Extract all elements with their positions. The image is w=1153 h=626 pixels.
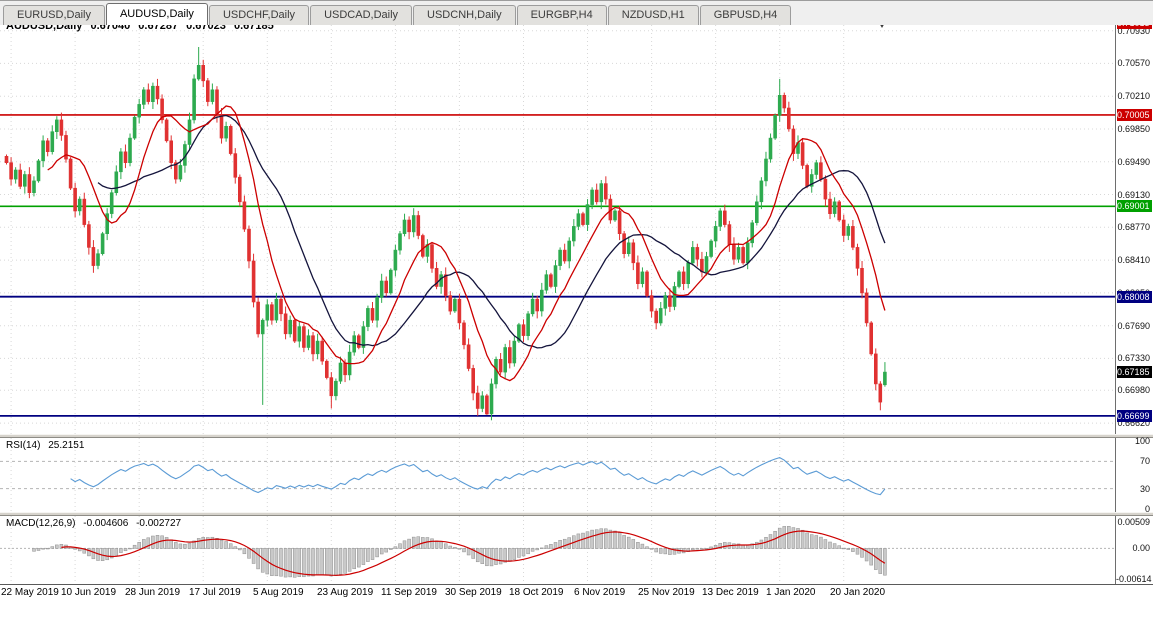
macd-label: MACD(12,26,9) xyxy=(6,518,76,529)
price-axis-label: 0.68770 xyxy=(1117,222,1150,232)
date-label: 20 Jan 2020 xyxy=(830,587,886,598)
price-axis-label: 0.69130 xyxy=(1117,190,1150,200)
macd-value: -0.004606 xyxy=(83,518,129,529)
tab-eurgbp-h4[interactable]: EURGBP,H4 xyxy=(516,5,607,25)
price-axis-label: 0.66620 xyxy=(1117,418,1150,428)
rsi-axis-label: 0 xyxy=(1144,504,1150,514)
current-price-tag: 0.67185 xyxy=(1117,366,1152,378)
tab-gbpusd-h4[interactable]: GBPUSD,H4 xyxy=(699,5,792,25)
macd-chart[interactable] xyxy=(0,516,1115,584)
tab-usdchf-daily[interactable]: USDCHF,Daily xyxy=(208,5,310,25)
price-axis-label: 0.69490 xyxy=(1117,157,1150,167)
date-label: 5 Aug 2019 xyxy=(253,587,304,598)
date-label: 17 Jul 2019 xyxy=(189,587,241,598)
price-axis-label: 0.68410 xyxy=(1117,255,1150,265)
price-line-tag: 0.69001 xyxy=(1117,200,1152,212)
date-label: 6 Nov 2019 xyxy=(574,587,626,598)
rsi-header: RSI(14) 25.2151 xyxy=(6,440,89,451)
tab-nzdusd-h1[interactable]: NZDUSD,H1 xyxy=(607,5,699,25)
macd-axis-label: 0.00509 xyxy=(1117,517,1150,527)
date-label: 25 Nov 2019 xyxy=(638,587,695,598)
price-scale[interactable]: 0.67185 0.70930 0.70570 0.70210 0.69850 0.69… xyxy=(1115,17,1153,434)
main-chart-panel[interactable]: AUDUSD,Daily 0.67040 0.67287 0.67023 0.6… xyxy=(0,17,1153,434)
candlestick-chart[interactable] xyxy=(0,17,1115,434)
time-axis[interactable]: 22 May 2019 10 Jun 2019 28 Jun 2019 17 Jul … xyxy=(0,584,1153,601)
macd-panel[interactable]: MACD(12,26,9) -0.004606 -0.002727 0.0050… xyxy=(0,516,1153,584)
ma-fast-line xyxy=(47,105,886,382)
tab-eurusd-daily[interactable]: EURUSD,Daily xyxy=(3,5,105,25)
rsi-scale[interactable]: 100 70 30 0 xyxy=(1115,436,1153,514)
date-label: 10 Jun 2019 xyxy=(61,587,117,598)
price-line-tag: 0.68008 xyxy=(1117,291,1152,303)
macd-header: MACD(12,26,9) -0.004606 -0.002727 xyxy=(6,518,186,529)
price-line-tag: 0.66699 xyxy=(1117,410,1152,422)
macd-signal-value: -0.002727 xyxy=(136,518,182,529)
date-label: 30 Sep 2019 xyxy=(445,587,502,598)
rsi-chart[interactable] xyxy=(0,438,1115,512)
rsi-value: 25.2151 xyxy=(48,440,85,451)
macd-axis-label: 0.00 xyxy=(1132,543,1150,553)
ma-slow-line xyxy=(97,114,886,349)
price-axis-label: 0.70570 xyxy=(1117,58,1150,68)
candles xyxy=(4,47,887,421)
macd-signal-line xyxy=(61,530,886,576)
rsi-axis-label: 30 xyxy=(1139,484,1150,494)
date-label: 1 Jan 2020 xyxy=(766,587,816,598)
date-label: 23 Aug 2019 xyxy=(317,587,374,598)
price-axis-label: 0.66980 xyxy=(1117,385,1150,395)
date-label: 28 Jun 2019 xyxy=(125,587,181,598)
price-axis-label: 0.67690 xyxy=(1117,321,1150,331)
date-label: 11 Sep 2019 xyxy=(381,587,437,598)
macd-axis-label: -0.00614 xyxy=(1116,574,1152,584)
macd-scale[interactable]: 0.00509 0.00 -0.00614 xyxy=(1115,516,1153,584)
tab-audusd-daily[interactable]: AUDUSD,Daily xyxy=(105,3,208,25)
rsi-axis-label: 100 xyxy=(1134,436,1150,446)
tab-usdcnh-daily[interactable]: USDCNH,Daily xyxy=(413,5,516,25)
tab-usdcad-daily[interactable]: USDCAD,Daily xyxy=(310,5,413,25)
price-line-tag: 0.70005 xyxy=(1117,109,1152,121)
date-label: 22 May 2019 xyxy=(1,587,59,598)
date-label: 13 Dec 2019 xyxy=(702,587,759,598)
price-axis-label: 0.70930 xyxy=(1117,26,1150,36)
price-axis-label: 0.69850 xyxy=(1117,124,1150,134)
price-axis-label: 0.70210 xyxy=(1117,91,1150,101)
rsi-panel[interactable]: RSI(14) 25.2151 100 70 30 0 xyxy=(0,436,1153,514)
chart-tabs-bar: EURUSD,Daily AUDUSD,Daily USDCHF,Daily USDC… xyxy=(0,0,1153,25)
panel-splitter[interactable] xyxy=(0,512,1153,516)
panel-splitter[interactable] xyxy=(0,434,1153,438)
date-label: 18 Oct 2019 xyxy=(509,587,564,598)
rsi-line xyxy=(70,457,886,496)
macd-histogram xyxy=(32,526,887,578)
grid xyxy=(0,17,1115,434)
rsi-axis-label: 70 xyxy=(1139,456,1150,466)
price-axis-label: 0.67330 xyxy=(1117,353,1150,363)
rsi-label: RSI(14) xyxy=(6,440,41,451)
